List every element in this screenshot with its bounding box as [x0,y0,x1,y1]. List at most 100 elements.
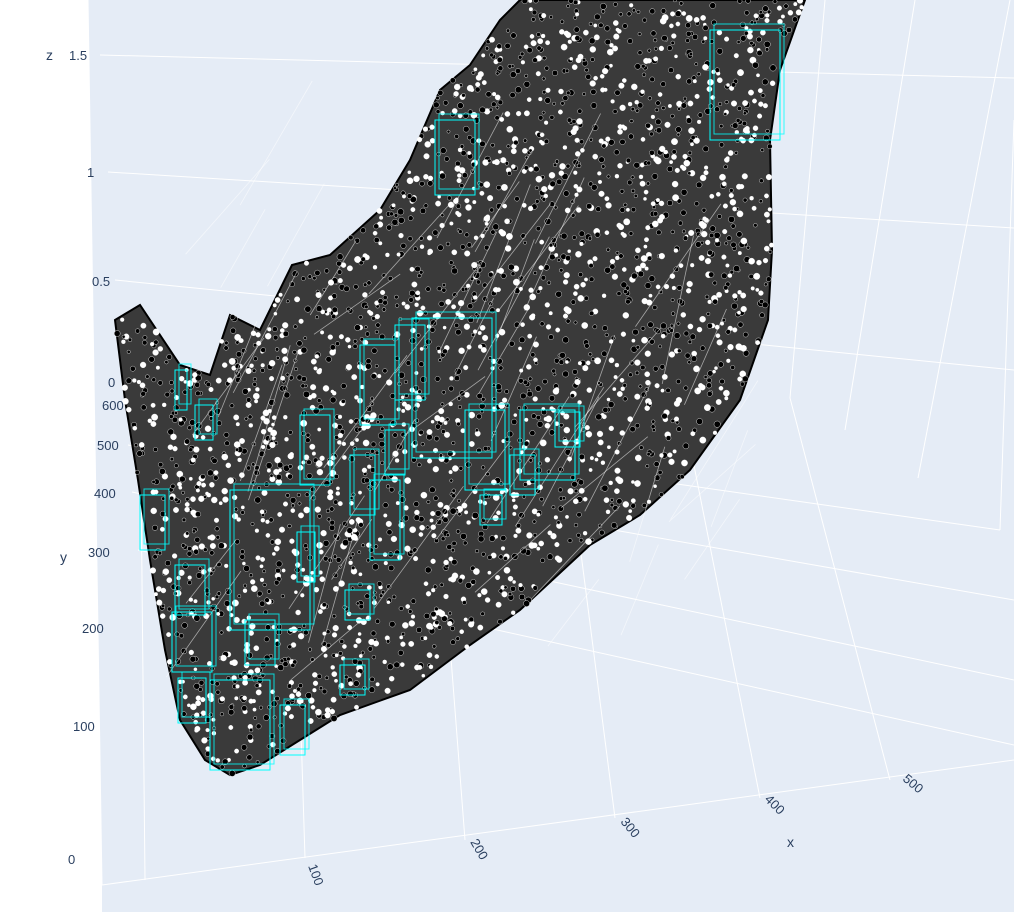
terrain-point [701,39,706,44]
terrain-point [430,419,435,424]
terrain-point [357,632,362,636]
terrain-point [573,15,578,20]
terrain-point [577,295,585,302]
terrain-point [188,649,194,656]
terrain-point [206,661,212,667]
terrain-point [535,199,540,204]
terrain-point [409,266,415,272]
terrain-point [541,13,547,19]
terrain-point [185,497,190,502]
terrain-point [358,572,363,577]
terrain-point [489,52,494,58]
terrain-point [337,269,343,275]
bounding-box [709,29,781,141]
terrain-point [148,356,155,363]
terrain-point [682,229,686,234]
terrain-point [308,647,313,652]
terrain-point [205,491,209,496]
terrain-point [732,206,737,212]
terrain-point [644,266,649,271]
terrain-point [592,256,598,262]
terrain-point [404,404,412,411]
terrain-point [702,63,709,71]
terrain-point [323,653,328,658]
terrain-point [749,41,754,46]
terrain-point [737,310,741,315]
terrain-point [169,495,174,501]
terrain-point [622,383,627,388]
terrain-point [310,392,317,399]
terrain-point [644,237,649,243]
terrain-point [565,163,571,169]
terrain-point [449,376,454,381]
terrain-point [674,167,680,173]
terrain-point [627,38,633,44]
terrain-point [310,358,317,365]
terrain-point [764,211,770,218]
terrain-point [614,362,620,368]
terrain-point [126,407,132,413]
terrain-point [200,697,206,703]
terrain-point [565,255,571,262]
terrain-point [214,526,220,532]
terrain-point [463,617,468,622]
terrain-point [377,298,384,304]
terrain-point [257,486,261,490]
terrain-point [474,86,481,93]
terrain-point [233,441,241,448]
terrain-point [380,426,385,431]
terrain-point [671,285,676,291]
terrain-point [664,121,671,128]
terrain-point [365,363,372,370]
terrain-point [529,477,536,484]
terrain-point [457,512,462,517]
terrain-point [706,382,712,389]
terrain-point [588,352,593,357]
terrain-point [382,295,388,300]
terrain-point [451,441,456,446]
bounding-box-edge [198,398,218,435]
terrain-point [198,495,205,502]
terrain-point [260,518,265,523]
terrain-point [253,645,260,652]
terrain-point [264,597,270,603]
terrain-point [737,0,743,4]
terrain-point [426,652,433,658]
terrain-point [429,518,434,523]
terrain-point [526,47,533,54]
terrain-point [454,83,461,91]
y-tick-label: 500 [97,438,119,453]
terrain-point [579,241,584,246]
terrain-point [477,624,484,631]
terrain-point [589,80,596,87]
terrain-point [622,78,627,83]
terrain-point [506,144,511,149]
terrain-point [450,639,456,645]
terrain-point [417,462,422,467]
terrain-point [499,490,504,495]
terrain-point [756,73,760,78]
terrain-point [495,601,502,608]
terrain-point [411,457,417,463]
terrain-point [347,690,354,698]
terrain-point [654,46,658,51]
terrain-point [182,694,188,700]
terrain-point [346,265,353,272]
terrain-point [652,428,656,432]
terrain-point [694,93,700,99]
terrain-point [668,351,676,358]
terrain-point [648,275,656,283]
terrain-point [567,488,574,495]
terrain-point [252,368,257,373]
terrain-point [364,593,370,599]
terrain-point [429,138,436,144]
terrain-point [311,451,316,456]
terrain-point [288,464,293,469]
terrain-point [598,190,605,197]
terrain-point [316,468,324,476]
terrain-point [231,659,238,667]
terrain-point [506,430,514,438]
terrain-point [479,324,486,331]
terrain-streak [185,539,237,604]
